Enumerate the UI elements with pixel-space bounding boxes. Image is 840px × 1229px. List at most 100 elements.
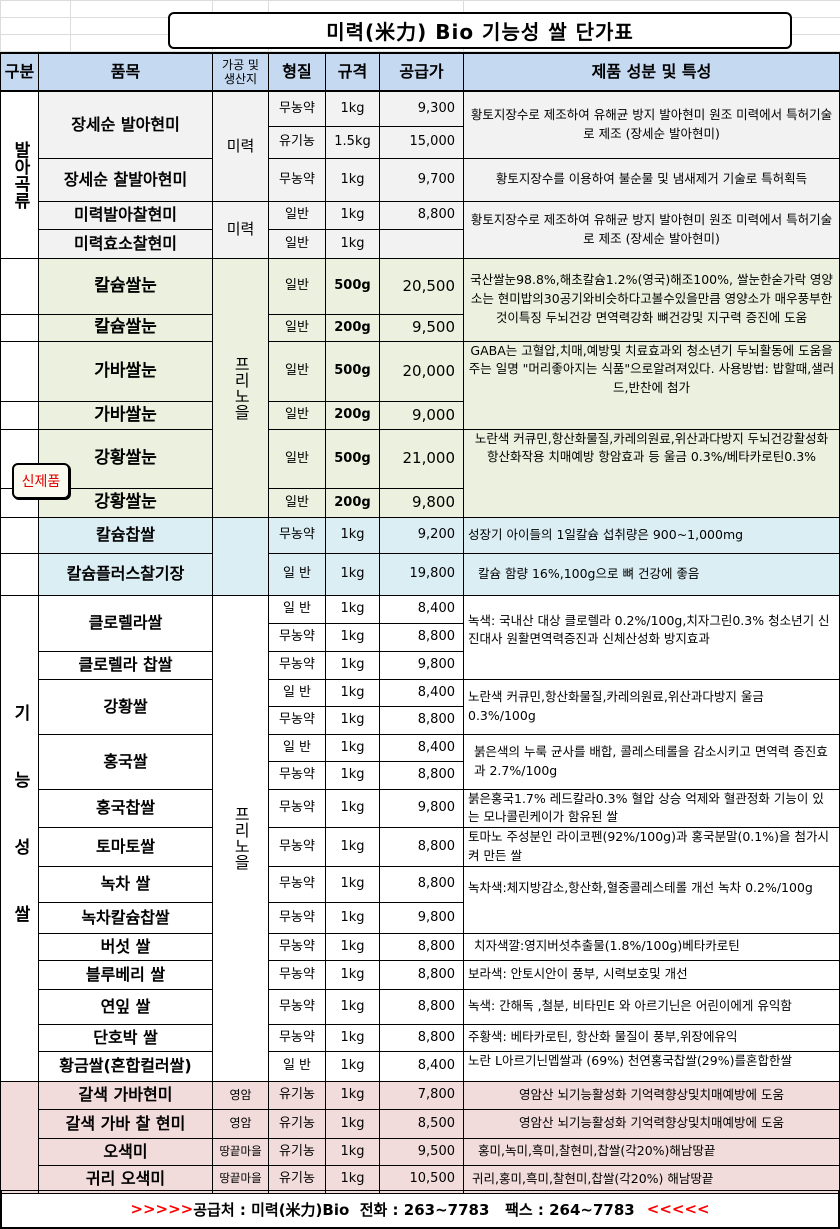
table-row: 귀리 오색미 땅끝마을 유기농 1kg 10,500 귀리,홍미,흑미,찰현미,… <box>1 1164 840 1194</box>
type: 무농약 <box>268 959 326 990</box>
header-desc: 제품 성분 및 특성 <box>463 52 840 92</box>
table-row: 유기농 1.5kg 15,000 <box>1 125 840 159</box>
description: GABA는 고혈압,치매,예방및 치료효과외 청소년기 두뇌활동에 도움을 주는… <box>463 340 840 430</box>
table-row: 무농약 1kg 8,800 <box>1 705 840 735</box>
size: 1kg <box>325 959 380 990</box>
table-row: 갈색 가바현미 영암 유기농 1kg 7,800 영암산 뇌기능활성화 기억력향… <box>0 1080 840 1194</box>
table-row: 홍국찹쌀 무농약 1kg 9,800 붉은홍국1.7% 레드칼라0.3% 혈압 … <box>1 788 840 828</box>
size: 1kg <box>325 1108 380 1139</box>
size: 500g <box>325 340 380 402</box>
size: 500g <box>325 428 380 489</box>
description: 황토지장수를 이용하여 불순물 및 냄새제거 기술로 특허획득 <box>463 157 840 202</box>
item-name: 홍국찹쌀 <box>38 788 213 828</box>
table-row: 블루베리 쌀 무농약 1kg 8,800 보라색: 안토시안이 풍부, 시력보호… <box>1 959 840 990</box>
table-row: 칼슘쌀눈 일반 200g 9,500 <box>0 313 840 342</box>
item-name: 강황쌀 <box>38 678 213 735</box>
size: 1kg <box>325 200 380 230</box>
type: 일 반 <box>268 678 326 707</box>
price: 8,800 <box>379 865 464 903</box>
price: 8,800 <box>379 705 464 735</box>
description: 홍미,녹미,흑미,찰현미,찹쌀(각20%)해남땅끝 <box>463 1137 840 1166</box>
item-name: 가바쌀눈 <box>38 340 213 402</box>
price: 8,500 <box>379 1108 464 1139</box>
table-row: 장세순 찰발아현미 무농약 1kg 9,700 황토지장수를 이용하여 불순물 … <box>1 157 840 202</box>
table-header: 구분 품목 가공 및 생산지 형질 규격 공급가 제품 성분 및 특성 <box>0 52 840 92</box>
table-row: 미력발아찰현미 미력 일반 1kg 8,800 황토지장수로 제조하여 유해균 … <box>1 200 840 259</box>
price: 10,500 <box>379 1164 464 1194</box>
table-row: 오색미 땅끝마을 유기농 1kg 9,500 홍미,녹미,흑미,찰현미,찹쌀(각… <box>1 1137 840 1166</box>
item-name: 녹차칼슘찹쌀 <box>38 901 213 934</box>
price: 9,700 <box>379 157 464 202</box>
table-row: 단호박 쌀 무농약 1kg 8,800 주황색: 베타카로틴, 항산화 물질이 … <box>1 1023 840 1052</box>
table-row: 토마토쌀 무농약 1kg 8,800 토마노 주성분인 라이코펜(92%/100… <box>1 827 840 867</box>
description: 황토지장수로 제조하여 유해균 방지 발아현미 원조 미력에서 특허기술로 제조… <box>463 200 840 259</box>
size: 1kg <box>325 788 380 828</box>
type: 일반 <box>268 313 326 342</box>
type: 무농약 <box>268 622 326 652</box>
price: 8,800 <box>379 932 464 961</box>
size: 1kg <box>325 733 380 762</box>
item-name: 토마토쌀 <box>38 827 213 867</box>
table-row: 황금쌀(혼합컬러쌀) 일 반 1kg 8,400 노란 L아르기닌멥쌀과 (69… <box>1 1050 840 1082</box>
type: 유기농 <box>268 125 326 159</box>
supplier-footer: >>>>> 공급처 : 미력(米力)Bio 전화 : 263~7783 팩스 :… <box>0 1190 840 1229</box>
table-row: 녹차 쌀 무농약 1kg 8,800 녹차색:체지방감소,항산화,혈중콜레스테롤… <box>1 865 840 934</box>
table-row: 미력효소찰현미 일반 1kg <box>1 228 840 259</box>
size: 1kg <box>325 650 380 680</box>
price-table: 구분 품목 가공 및 생산지 형질 규격 공급가 제품 성분 및 특성 발아곡류… <box>0 52 840 1194</box>
size: 1kg <box>325 932 380 961</box>
header-price: 공급가 <box>379 52 464 92</box>
category-cell <box>0 257 39 315</box>
size: 1kg <box>325 827 380 867</box>
table-row: 기능성쌀 클로렐라쌀 프리노을 일 반 1kg 8,400 녹색: 국내산 대상… <box>0 594 840 1082</box>
category-cell <box>0 516 39 554</box>
price: 9,800 <box>379 788 464 828</box>
item-name: 갈색 가바현미 <box>38 1080 213 1110</box>
table-row: 발아곡류 장세순 발아현미 미력 무농약 1kg 9,300 황토지장수로 제조… <box>0 90 840 259</box>
type: 무농약 <box>268 1023 326 1052</box>
price: 9,200 <box>379 516 464 554</box>
type: 무농약 <box>268 865 326 903</box>
table-row: 연잎 쌀 무농약 1kg 8,800 녹색: 간해독 ,철분, 비타민E 와 아… <box>1 988 840 1025</box>
type: 유기농 <box>268 1164 326 1194</box>
item-name: 칼슘쌀눈 <box>38 313 213 342</box>
type: 유기농 <box>268 1080 326 1110</box>
description: 노란색 커큐민,항산화물질,카레의원료,위산과다방지 울금 0.3%/100g <box>463 678 840 735</box>
type: 무농약 <box>268 760 326 790</box>
price: 8,400 <box>379 594 464 624</box>
header-item: 품목 <box>38 52 213 92</box>
type: 일반 <box>268 428 326 489</box>
type: 일반 <box>268 200 326 230</box>
item-name: 칼슘플러스찰기장 <box>38 552 213 596</box>
price: 8,800 <box>379 200 464 230</box>
size: 1kg <box>325 1164 380 1194</box>
description: 토마노 주성분인 라이코펜(92%/100g)과 홍국분말(0.1%)을 첨가시… <box>463 827 840 867</box>
price: 8,800 <box>379 1023 464 1052</box>
type: 무농약 <box>268 516 326 554</box>
table-row: 가바쌀눈 일반 200g 9,000 <box>0 400 840 430</box>
type: 일반 <box>268 257 326 315</box>
header-type: 형질 <box>268 52 326 92</box>
table-row: 무농약 1kg 8,800 <box>1 622 840 652</box>
item-name: 클로렐라쌀 <box>38 594 213 652</box>
price: 8,800 <box>379 988 464 1025</box>
size: 1kg <box>325 1050 380 1082</box>
type: 일반 <box>268 400 326 430</box>
item-name: 칼슘찹쌀 <box>38 516 213 554</box>
footer-arrows-right: <<<<< <box>646 1200 710 1218</box>
origin: 미력 <box>212 90 269 202</box>
size: 1kg <box>325 594 380 624</box>
description: 황토지장수로 제조하여 유해균 방지 발아현미 원조 미력에서 특허기술로 제조… <box>463 90 840 159</box>
table-row: 가바쌀눈 일반 500g 20,000 GABA는 고혈압,치매,예방및 치료효… <box>0 340 840 430</box>
description: 붉은홍국1.7% 레드칼라0.3% 혈압 상승 억제와 혈관정화 기능이 있는 … <box>463 788 840 828</box>
category-cell <box>0 340 39 402</box>
footer-arrows-left: >>>>> <box>130 1200 194 1218</box>
price: 9,300 <box>379 90 464 127</box>
origin: 땅끝마을 <box>212 1164 269 1194</box>
description: 녹차색:체지방감소,항산화,혈중콜레스테롤 개선 녹차 0.2%/100g <box>463 865 840 934</box>
description: 붉은색의 누룩 균사를 배합, 콜레스테롤을 감소시키고 면역력 증진효과 2.… <box>463 733 840 790</box>
item-name: 연잎 쌀 <box>38 988 213 1025</box>
size: 1kg <box>325 228 380 259</box>
price: 8,400 <box>379 1050 464 1082</box>
size: 1kg <box>325 760 380 790</box>
